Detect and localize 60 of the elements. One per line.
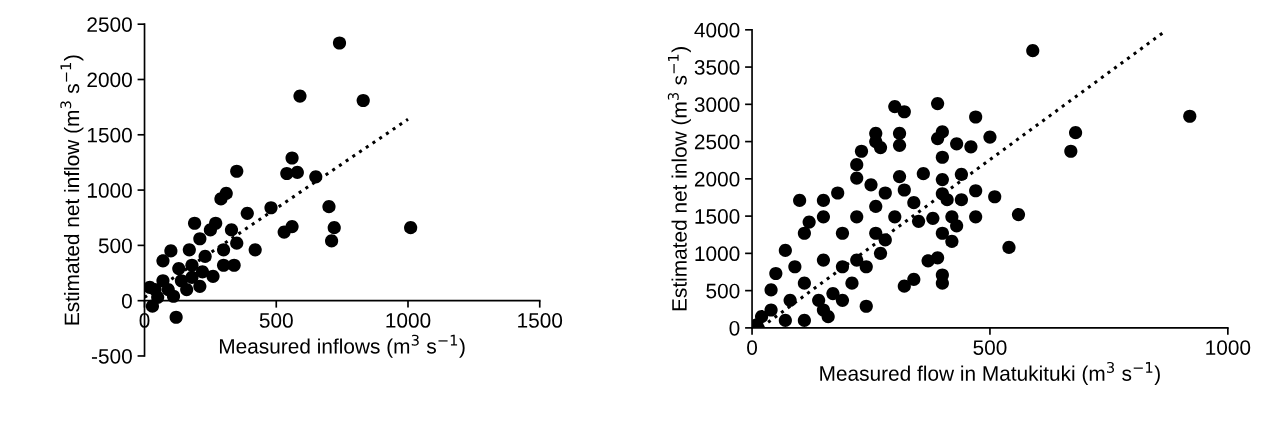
- point: [182, 243, 196, 257]
- point: [224, 223, 239, 237]
- point: [169, 310, 183, 324]
- point: [166, 289, 181, 303]
- y-tick-label: 1000: [87, 183, 132, 198]
- y-tick-label: 500: [98, 238, 132, 254]
- y-tick-label: 1000: [695, 246, 740, 262]
- point: [264, 201, 278, 215]
- point: [293, 89, 307, 103]
- y-tick-label: 1500: [695, 209, 740, 224]
- point: [240, 206, 254, 220]
- y-axis-title: Estimated net inflow (m$^{3}$ s$^{−1}$): [60, 55, 84, 325]
- point: [322, 200, 336, 214]
- point: [144, 280, 157, 294]
- y-tick-label: 3500: [694, 60, 740, 75]
- point: [164, 244, 178, 258]
- point: [195, 265, 210, 279]
- y-tick-label: 2500: [694, 134, 740, 150]
- point: [285, 151, 299, 165]
- y-tick-label: -500: [91, 348, 132, 364]
- point: [230, 164, 244, 178]
- x-tick-label: 1500: [518, 313, 563, 328]
- point: [290, 165, 304, 179]
- point: [327, 221, 341, 235]
- point: [185, 270, 199, 285]
- point: [325, 234, 339, 248]
- point: [216, 258, 231, 272]
- point: [356, 93, 370, 108]
- y-tick-label: 500: [706, 283, 740, 299]
- point: [180, 283, 194, 297]
- point: [404, 221, 418, 235]
- point: [203, 223, 217, 237]
- point: [214, 192, 228, 206]
- x-tick-label: 500: [259, 313, 293, 328]
- x-tick-label: 1000: [1206, 340, 1251, 355]
- y-tick-label: 4000: [694, 22, 740, 38]
- y-tick-label: 1500: [87, 127, 132, 143]
- point: [193, 232, 207, 246]
- y-axis-title: Estimated net inlow (m$^{3}$ s$^{−1}$): [667, 47, 691, 311]
- point: [188, 216, 202, 230]
- x-tick-label: 1000: [386, 313, 431, 328]
- x-tick-label: 0: [747, 340, 758, 355]
- point: [277, 225, 291, 239]
- point: [156, 254, 170, 268]
- point: [332, 36, 347, 50]
- x-axis-title: Measured inflows (m$^{3}$ s$^{−1}$): [219, 334, 465, 358]
- point: [206, 269, 220, 283]
- y-tick-label: 2000: [87, 72, 132, 88]
- x-axis-title: Measured flow in Matukituki (m$^{3}$ s$^{−1}$): [820, 361, 1160, 385]
- x-tick-label: 500: [973, 340, 1007, 355]
- point: [193, 279, 207, 293]
- point: [216, 243, 231, 257]
- y-tick-label: 0: [121, 293, 132, 309]
- point: [151, 290, 165, 304]
- point: [230, 236, 244, 250]
- y-tick-label: 3000: [694, 97, 740, 113]
- y-tick-label: 2000: [694, 171, 740, 187]
- point: [172, 262, 186, 276]
- y-tick-label: 2500: [87, 17, 132, 32]
- point: [248, 243, 262, 257]
